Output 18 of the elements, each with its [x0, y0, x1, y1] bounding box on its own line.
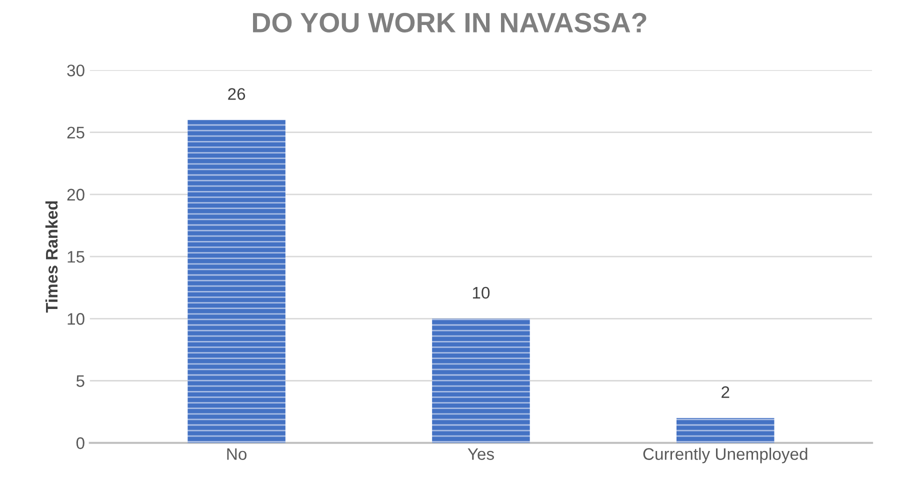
y-tick-label: 5 [76, 375, 84, 387]
chart-title: DO YOU WORK IN NAVASSA? [253, 12, 646, 33]
data-label: 10 [472, 286, 490, 299]
bar [188, 120, 286, 443]
y-tick-label: 30 [67, 64, 84, 76]
data-label: 2 [722, 386, 730, 398]
y-tick-label: 10 [68, 313, 84, 325]
bar [432, 318, 530, 443]
y-tick-label: 20 [67, 188, 84, 201]
y-tick-label: 0 [76, 437, 84, 450]
y-tick-label: 25 [67, 126, 84, 138]
data-label: 26 [228, 88, 246, 100]
x-tick-label: Currently Unemployed [643, 448, 808, 464]
y-axis-title: Times Ranked [45, 201, 58, 313]
y-tick-label: 15 [68, 251, 84, 263]
x-tick-label: Yes [468, 448, 494, 460]
bar [676, 418, 774, 443]
x-tick-label: No [227, 448, 247, 460]
